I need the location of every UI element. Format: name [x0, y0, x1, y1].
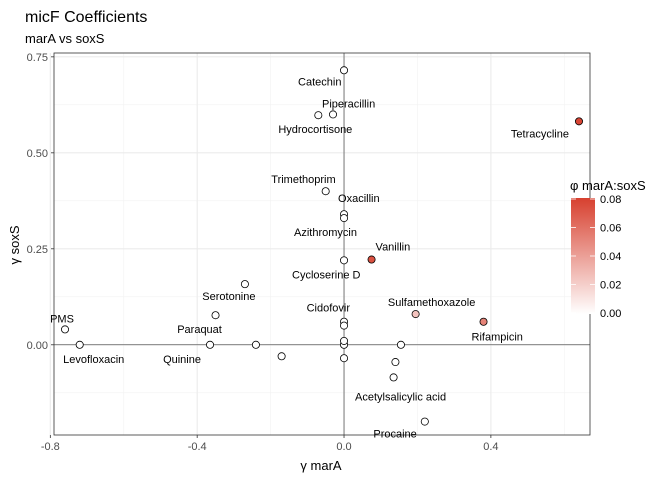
x-tick-label: 0.4 — [483, 441, 498, 453]
point-label: Trimethoprim — [271, 174, 335, 186]
point-label: PMS — [50, 313, 74, 325]
data-point — [321, 187, 330, 196]
point-label: Catechin — [298, 76, 341, 88]
point-label: Cidofovir — [307, 303, 351, 315]
data-point — [277, 352, 286, 361]
point-label: Paraquat — [177, 324, 222, 336]
point-label: Serotonine — [202, 291, 255, 303]
x-axis: -0.8 -0.4 0.0 0.4 — [41, 435, 499, 453]
y-axis: 0.00 0.25 0.50 0.75 — [27, 52, 54, 352]
data-point — [251, 340, 260, 349]
data-point — [340, 354, 349, 363]
point-label: Azithromycin — [294, 227, 357, 239]
legend-title: φ marA:soxS — [570, 178, 646, 193]
data-point — [75, 340, 84, 349]
data-point — [420, 417, 429, 426]
point-label: Hydrocortisone — [278, 124, 352, 136]
legend-tick-label: 0.06 — [600, 223, 621, 235]
points-layer — [61, 66, 583, 426]
data-point — [61, 325, 70, 334]
y-tick-label: 0.25 — [27, 244, 48, 256]
y-tick-label: 0.75 — [27, 52, 48, 64]
legend-tick-label: 0.02 — [600, 280, 621, 292]
data-point — [240, 280, 249, 289]
point-label: Tetracycline — [511, 128, 569, 140]
x-tick-label: 0.0 — [336, 441, 351, 453]
data-point — [411, 310, 420, 319]
data-point — [340, 321, 349, 330]
data-point — [211, 311, 220, 320]
legend-tick-label: 0.00 — [600, 308, 621, 320]
legend-tick-label: 0.08 — [600, 194, 621, 206]
point-label: Piperacillin — [322, 98, 375, 110]
y-tick-label: 0.50 — [27, 148, 48, 160]
data-point — [340, 66, 349, 75]
chart-subtitle: marA vs soxS — [25, 31, 105, 46]
data-point — [340, 214, 349, 223]
y-axis-title: γ soxS — [7, 225, 22, 264]
point-label: Rifampicin — [472, 332, 523, 344]
legend-tick-label: 0.04 — [600, 251, 621, 263]
data-point — [206, 340, 215, 349]
data-point — [340, 336, 349, 345]
point-label: Acetylsalicylic acid — [355, 391, 446, 403]
data-point — [340, 256, 349, 265]
point-label: Oxacillin — [338, 193, 380, 205]
plot-panel — [49, 52, 591, 436]
point-label: Levofloxacin — [63, 354, 124, 366]
data-point — [389, 373, 398, 382]
labels-layer: Catechin Hydrocortisone Piperacillin Tetrac… — [50, 76, 569, 440]
y-tick-label: 0.00 — [27, 340, 48, 352]
x-tick-label: -0.8 — [41, 441, 60, 453]
data-point — [314, 111, 323, 120]
x-tick-label: -0.4 — [188, 441, 207, 453]
data-point — [391, 358, 400, 367]
chart-title: micF Coefficients — [25, 9, 147, 26]
data-point — [329, 110, 338, 119]
data-point — [396, 340, 405, 349]
data-point — [574, 117, 583, 126]
point-label: Vanillin — [376, 242, 411, 254]
x-axis-title: γ marA — [300, 458, 342, 473]
point-label: Sulfamethoxazole — [388, 297, 475, 309]
point-label: Cycloserine D — [292, 269, 361, 281]
color-legend: φ marA:soxS 0.00 0.02 0.04 0.06 0.08 — [570, 178, 646, 320]
data-point — [479, 317, 488, 326]
point-label: Procaine — [373, 429, 416, 441]
data-point — [367, 255, 376, 264]
point-label: Quinine — [163, 354, 201, 366]
